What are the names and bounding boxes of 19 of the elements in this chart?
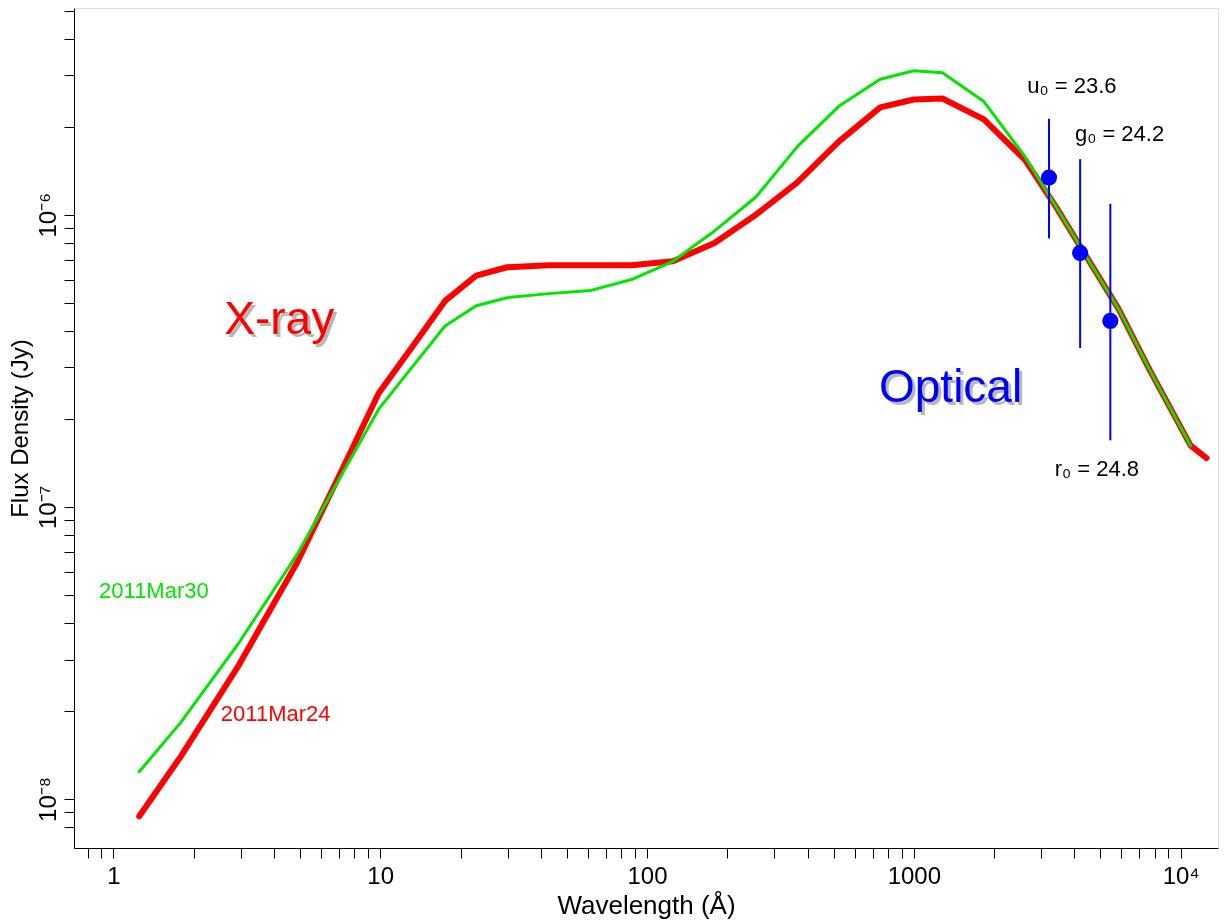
x-tick-label: 1 [107,861,121,889]
annotation: g₀ = 24.2 [1074,121,1165,146]
x-tick-label: 10⁴ [1162,861,1200,889]
y-tick-label: 10⁻⁶ [33,192,61,238]
point [1040,169,1058,186]
x-axis-title: Wavelength (Å) [557,889,736,920]
x-tick-label: 10 [367,861,395,889]
text: 2011Mar30 [99,578,209,604]
series-label: 2011Mar24 [220,701,331,727]
x-tick-label: 1000 [887,861,942,889]
x-tick-label: 100 [627,861,668,889]
y-tick-label: 10⁻⁷ [33,485,61,530]
y-tick-label: 10⁻⁸ [33,777,61,822]
point [1072,244,1089,261]
annotation: u₀ = 23.6 [1027,73,1117,99]
annotation: r₀ = 24.8 [1054,456,1140,482]
y-axis-title: Flux Density (Jy) [5,339,33,518]
annotation: X-ray [227,294,338,347]
point [1102,312,1119,329]
